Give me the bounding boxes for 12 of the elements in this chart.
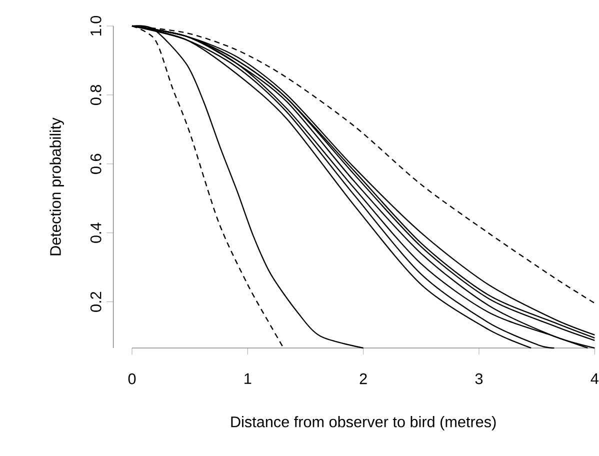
y-axis-title: Detection probability (50, 118, 64, 256)
x-tick-label: 4 (590, 373, 598, 384)
x-tick-label: 0 (128, 373, 136, 384)
x-tick-label: 3 (475, 373, 483, 384)
y-tick-label: 1.0 (90, 16, 102, 36)
y-tick-label: 0.2 (90, 292, 102, 312)
x-axis-title: Distance from observer to bird (metres) (231, 416, 496, 430)
y-tick-label: 0.4 (90, 222, 102, 243)
x-tick-label: 1 (244, 373, 252, 384)
x-tick-label: 2 (360, 373, 367, 384)
y-tick-label: 0.6 (90, 154, 102, 174)
y-tick-label: 0.8 (90, 84, 102, 105)
